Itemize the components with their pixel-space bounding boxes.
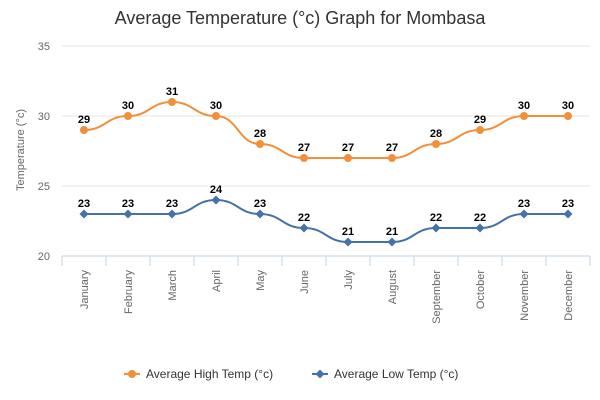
data-point[interactable]	[563, 209, 573, 219]
y-tick-label: 20	[38, 251, 50, 263]
data-label: 29	[78, 114, 90, 126]
data-point[interactable]	[212, 112, 220, 120]
data-point[interactable]	[168, 98, 176, 106]
legend-label: Average Low Temp (°c)	[334, 367, 458, 381]
data-label: 28	[254, 128, 266, 140]
data-label: 23	[254, 198, 266, 210]
data-point[interactable]	[388, 154, 396, 162]
data-point[interactable]	[343, 237, 353, 247]
data-label: 22	[474, 212, 486, 224]
x-tick-label: June	[299, 270, 311, 294]
data-point[interactable]	[299, 223, 309, 233]
data-point[interactable]	[431, 223, 441, 233]
data-point[interactable]	[387, 237, 397, 247]
data-label: 30	[210, 100, 222, 112]
legend[interactable]: Average High Temp (°c) Average Low Temp (…	[124, 367, 458, 381]
legend-marker	[315, 369, 325, 379]
data-point[interactable]	[79, 209, 89, 219]
data-point[interactable]	[476, 126, 484, 134]
data-label: 28	[430, 128, 442, 140]
x-tick-label: January	[79, 270, 91, 310]
data-point[interactable]	[432, 140, 440, 148]
data-label: 30	[518, 100, 530, 112]
x-tick-label: August	[387, 270, 399, 304]
data-point[interactable]	[300, 154, 308, 162]
legend-item[interactable]: Average Low Temp (°c)	[312, 367, 458, 381]
data-point[interactable]	[344, 154, 352, 162]
legend-label: Average High Temp (°c)	[146, 367, 273, 381]
data-label: 30	[562, 100, 574, 112]
data-point[interactable]	[475, 223, 485, 233]
series-line	[83, 100, 568, 160]
data-point[interactable]	[211, 195, 221, 205]
data-point[interactable]	[123, 209, 133, 219]
x-tick-label: July	[343, 270, 355, 290]
x-tick-label: May	[255, 270, 267, 291]
data-labels: 29 30 31 30 28 27 27 27 28 29 30 30 23 23 23 24 23 22 21 21…	[78, 86, 574, 238]
data-label: 21	[386, 226, 398, 238]
x-tick-label: October	[475, 270, 487, 309]
x-tick-label: April	[211, 270, 223, 292]
legend-item[interactable]: Average High Temp (°c)	[124, 367, 273, 381]
chart-title: Average Temperature (°c) Graph for Momba…	[115, 8, 487, 28]
x-tick-label: December	[563, 270, 575, 321]
data-label: 23	[562, 198, 574, 210]
data-label: 23	[78, 198, 90, 210]
data-point[interactable]	[167, 209, 177, 219]
y-tick-label: 30	[38, 111, 50, 123]
data-point[interactable]	[255, 209, 265, 219]
data-label: 22	[430, 212, 442, 224]
data-label: 24	[210, 184, 223, 196]
data-label: 27	[342, 142, 354, 154]
data-point[interactable]	[519, 209, 529, 219]
series-line	[84, 198, 568, 243]
data-label: 23	[166, 198, 178, 210]
data-label: 31	[166, 86, 178, 98]
data-point[interactable]	[564, 112, 572, 120]
data-point[interactable]	[256, 140, 264, 148]
data-label: 23	[122, 198, 134, 210]
y-tick-label: 25	[38, 181, 50, 193]
data-label: 23	[518, 198, 530, 210]
data-label: 21	[342, 226, 354, 238]
data-label: 22	[298, 212, 310, 224]
axes: 20 25 30 35 January February March April May June…	[38, 41, 591, 324]
x-tick-label: September	[431, 270, 443, 324]
data-label: 27	[386, 142, 398, 154]
series-layer	[79, 98, 573, 247]
y-axis-title: Temperature (°c)	[15, 109, 27, 191]
legend-marker	[128, 370, 136, 378]
y-tick-label: 35	[38, 41, 50, 53]
data-label: 27	[298, 142, 310, 154]
data-point[interactable]	[520, 112, 528, 120]
x-tick-label: November	[519, 270, 531, 321]
x-tick-label: March	[167, 270, 179, 301]
data-point[interactable]	[124, 112, 132, 120]
grid-lines	[62, 45, 590, 187]
data-label: 29	[474, 114, 486, 126]
data-point[interactable]	[80, 126, 88, 134]
x-tick-label: February	[123, 270, 135, 315]
data-label: 30	[122, 100, 134, 112]
